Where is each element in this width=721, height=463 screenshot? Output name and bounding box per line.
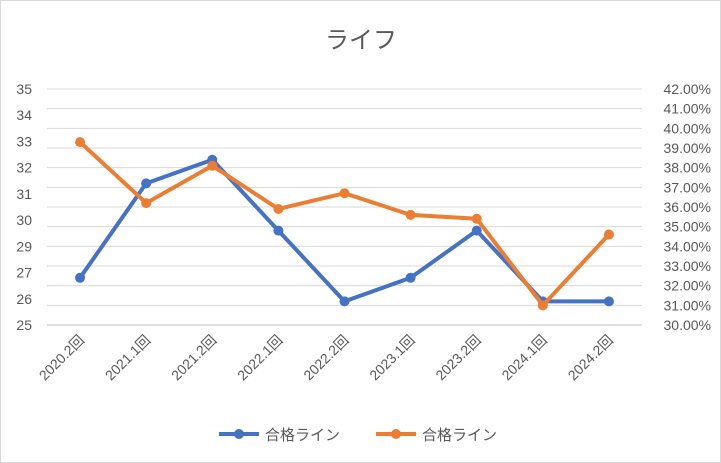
y-right-tick-label: 34.00% [664,238,711,254]
y-right-tick-label: 42.00% [664,81,711,97]
y-axis-left: 35 34 33 32 31 30 29 27 26 25 [16,81,32,333]
series-layer [75,137,614,311]
y-right-tick-label: 35.00% [664,219,711,235]
data-point [273,225,284,236]
y-right-tick-label: 30.00% [664,317,711,333]
x-tick-label: 2020.2回 [36,332,87,383]
legend-marker [391,429,401,439]
series-line [78,140,611,308]
data-point [339,188,350,199]
y-right-tick-label: 39.00% [664,140,711,156]
y-right-tick-label: 36.00% [664,199,711,215]
x-tick-label: 2022.2回 [300,332,351,383]
x-tick-label: 2023.2回 [432,332,483,383]
x-tick-label: 2021.2回 [168,332,219,383]
y-left-tick-label: 34 [16,107,32,123]
legend-label: 合格ライン [265,427,340,444]
data-point [537,300,548,311]
data-point [471,225,482,236]
legend-marker [234,429,244,439]
y-left-tick-label: 26 [16,291,32,307]
series-line [78,157,611,304]
data-point [405,209,416,220]
data-point [405,272,416,283]
gridlines [47,88,642,326]
data-point [603,296,614,307]
data-point [75,272,86,283]
y-left-tick-label: 27 [16,265,32,281]
y-axis-right: 42.00% 41.00% 40.00% 39.00% 38.00% 37.00% 36.0… [664,81,711,333]
x-tick-label: 2024.2回 [565,332,616,383]
x-tick-label: 2022.1回 [234,332,285,383]
data-point [603,229,614,240]
y-left-tick-label: 32 [16,160,32,176]
x-tick-label: 2024.1回 [498,332,549,383]
legend: 合格ライン 合格ライン [219,427,497,444]
chart-title: ライフ [325,27,397,54]
data-point [141,178,152,189]
y-left-tick-label: 25 [16,317,32,333]
x-axis: 2020.2回 2021.1回 2021.2回 2022.1回 2022.2回 2023.… [36,332,616,383]
data-point [471,213,482,224]
y-left-tick-label: 35 [16,81,32,97]
y-left-tick-label: 29 [16,238,32,254]
y-left-tick-label: 30 [16,212,32,228]
y-left-tick-label: 33 [16,133,32,149]
legend-label: 合格ライン [422,427,497,444]
data-point [273,203,284,214]
y-right-tick-label: 37.00% [664,179,711,195]
y-right-tick-label: 41.00% [664,101,711,117]
y-right-tick-label: 31.00% [664,297,711,313]
data-point [207,160,218,171]
x-tick-label: 2021.1回 [102,332,153,383]
data-point [141,198,152,209]
y-right-tick-label: 32.00% [664,278,711,294]
y-right-tick-label: 38.00% [664,160,711,176]
data-point [75,137,86,148]
y-right-tick-label: 40.00% [664,120,711,136]
y-right-tick-label: 33.00% [664,258,711,274]
x-tick-label: 2023.1回 [366,332,417,383]
data-point [339,296,350,307]
y-left-tick-label: 31 [16,186,32,202]
